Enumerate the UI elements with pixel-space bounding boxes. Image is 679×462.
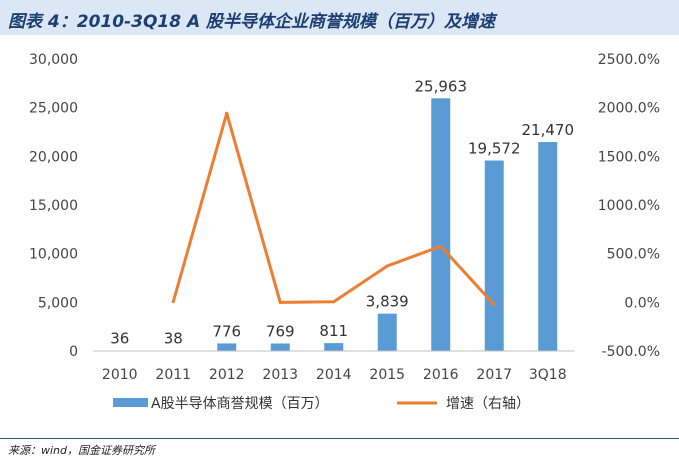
bar-data-label: 811	[319, 322, 348, 340]
bar-series	[110, 98, 558, 352]
bar	[217, 343, 237, 351]
bar	[484, 160, 504, 351]
y-right-tick-label: 500.0%	[607, 247, 660, 263]
x-tick-label: 2014	[316, 367, 352, 383]
x-tick-label: 2017	[476, 367, 512, 383]
growth-point	[278, 300, 282, 304]
growth-point	[225, 111, 229, 115]
y-right-tick-label: 2000.0%	[598, 101, 660, 117]
bar-data-label: 38	[164, 330, 183, 348]
chart-title: 图表 4：2010-3Q18 A 股半导体企业商誉规模（百万）及增速	[8, 12, 496, 32]
source-divider	[0, 438, 679, 439]
legend: A股半导体商誉规模（百万） 增速（右轴）	[113, 396, 530, 412]
chart: 0 5,000 10,000 15,000 20,000 25,000 30,000 -50…	[29, 52, 660, 412]
bar	[270, 343, 290, 351]
y-right-tick-label: -500.0%	[602, 344, 660, 360]
x-tick-label: 2015	[369, 367, 405, 383]
bar-data-label: 3,839	[366, 293, 409, 311]
legend-line-label: 增速（右轴）	[446, 396, 530, 412]
legend-bar-swatch	[113, 398, 148, 407]
x-tick-label: 2013	[262, 367, 298, 383]
x-tick-label: 2016	[423, 367, 459, 383]
y-left-axis: 0 5,000 10,000 15,000 20,000 25,000 30,000	[29, 52, 78, 360]
x-tick-label: 3Q18	[529, 367, 567, 383]
x-tick-label: 2012	[209, 367, 245, 383]
y-left-tick-label: 25,000	[29, 101, 78, 117]
growth-point	[171, 300, 175, 304]
bar-data-label: 776	[212, 322, 241, 340]
y-left-tick-label: 0	[69, 344, 78, 360]
growth-point	[385, 264, 389, 268]
bar-data-label: 25,963	[415, 77, 468, 95]
y-right-tick-label: 1000.0%	[598, 198, 660, 214]
x-tick-label: 2010	[102, 367, 138, 383]
bar-data-label: 769	[266, 323, 295, 341]
growth-point	[492, 303, 496, 307]
y-left-tick-label: 15,000	[29, 198, 78, 214]
y-right-axis: -500.0% 0.0% 500.0% 1000.0% 1500.0% 2000.0% 25…	[598, 52, 660, 360]
growth-point	[439, 244, 443, 248]
y-left-tick-label: 20,000	[29, 149, 78, 165]
growth-point	[332, 300, 336, 304]
growth-line-series	[171, 111, 496, 307]
bar	[538, 142, 558, 351]
title-bar: 图表 4：2010-3Q18 A 股半导体企业商誉规模（百万）及增速	[0, 0, 679, 35]
x-tick-label: 2011	[155, 367, 191, 383]
bar-data-label: 19,572	[468, 139, 521, 157]
bar	[377, 313, 397, 351]
x-axis: 2010 2011 2012 2013 2014 2015 2016 2017 3Q18	[93, 350, 575, 383]
y-right-tick-label: 2500.0%	[598, 52, 660, 68]
source-note: 来源：wind，国金证券研究所	[8, 444, 156, 457]
bar-data-label: 21,470	[522, 121, 575, 139]
bar	[431, 98, 451, 351]
bar-data-label: 36	[110, 330, 129, 348]
y-left-tick-label: 10,000	[29, 247, 78, 263]
legend-bar-label: A股半导体商誉规模（百万）	[151, 396, 329, 412]
y-left-tick-label: 5,000	[38, 295, 78, 311]
y-right-tick-label: 1500.0%	[598, 149, 660, 165]
y-right-tick-label: 0.0%	[624, 295, 660, 311]
bar	[324, 343, 344, 351]
y-left-tick-label: 30,000	[29, 52, 78, 68]
